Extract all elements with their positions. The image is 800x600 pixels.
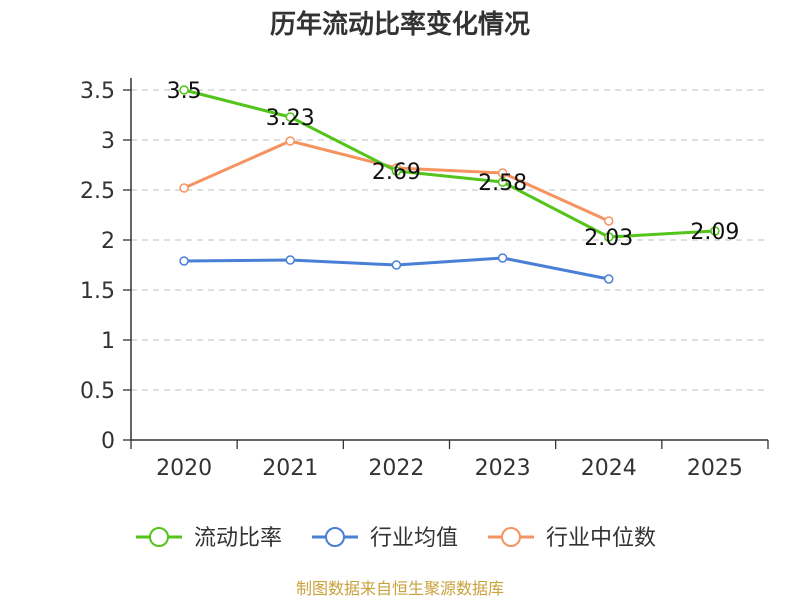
data-point: [285, 136, 295, 146]
data-point: [285, 112, 295, 122]
legend-swatch-marker: [149, 527, 169, 547]
x-tick-label: 2025: [687, 456, 743, 481]
data-label: 3.23: [266, 106, 315, 131]
legend[interactable]: 流动比率 行业均值 行业中位数: [136, 526, 656, 551]
x-tick-label: 2021: [262, 456, 318, 481]
y-tick-label: 0.5: [80, 379, 115, 404]
data-point: [497, 177, 508, 187]
data-point: [604, 274, 614, 284]
data-point: [179, 183, 189, 193]
y-tick-label: 1: [101, 329, 115, 354]
y-tick-label: 0: [101, 429, 115, 454]
data-point: [710, 226, 720, 236]
y-tick-label: 1.5: [80, 279, 115, 304]
data-point: [391, 166, 402, 176]
legend-item-2[interactable]: 行业中位数: [488, 526, 656, 551]
data-point: [179, 85, 189, 95]
data-label: 2.09: [690, 220, 739, 245]
data-label: 2.69: [372, 160, 421, 185]
source-note: 制图数据来自恒生聚源数据库: [296, 579, 504, 598]
legend-item-1[interactable]: 行业均值: [312, 526, 458, 551]
x-tick-label: 2023: [475, 456, 531, 481]
chart-title: 历年流动比率变化情况: [270, 9, 530, 40]
data-point: [497, 168, 508, 178]
data-label: 2.03: [584, 226, 633, 251]
data-point: [285, 255, 295, 265]
data-point: [391, 260, 402, 270]
legend-label: 行业均值: [370, 526, 458, 551]
legend-item-0[interactable]: 流动比率: [136, 526, 282, 551]
data-point: [604, 232, 614, 242]
axes: 0 0.5 1 1.5 2 2.5 3 3.5 2020 2021 2022 2023 2024 2025: [80, 78, 769, 481]
data-point: [604, 216, 614, 226]
data-label: 3.5: [167, 79, 202, 104]
data-point: [179, 256, 189, 266]
legend-label: 流动比率: [194, 526, 282, 551]
legend-swatch-marker: [501, 527, 521, 547]
legend-swatch-marker: [325, 527, 345, 547]
y-tick-label: 3: [101, 129, 115, 154]
series-lines: [179, 85, 720, 284]
y-tick-label: 3.5: [80, 79, 115, 104]
data-point: [497, 253, 508, 263]
y-tick-label: 2: [101, 229, 115, 254]
x-tick-label: 2020: [156, 456, 212, 481]
series-line-0: [183, 88, 716, 239]
grid-lines: [131, 89, 768, 391]
y-tick-label: 2.5: [80, 179, 115, 204]
data-label: 2.58: [478, 171, 527, 196]
x-tick-label: 2024: [581, 456, 637, 481]
legend-label: 行业中位数: [546, 526, 656, 551]
data-labels: 3.5 3.23 2.69 2.58 2.03 2.09: [167, 79, 740, 251]
x-tick-label: 2022: [368, 456, 424, 481]
